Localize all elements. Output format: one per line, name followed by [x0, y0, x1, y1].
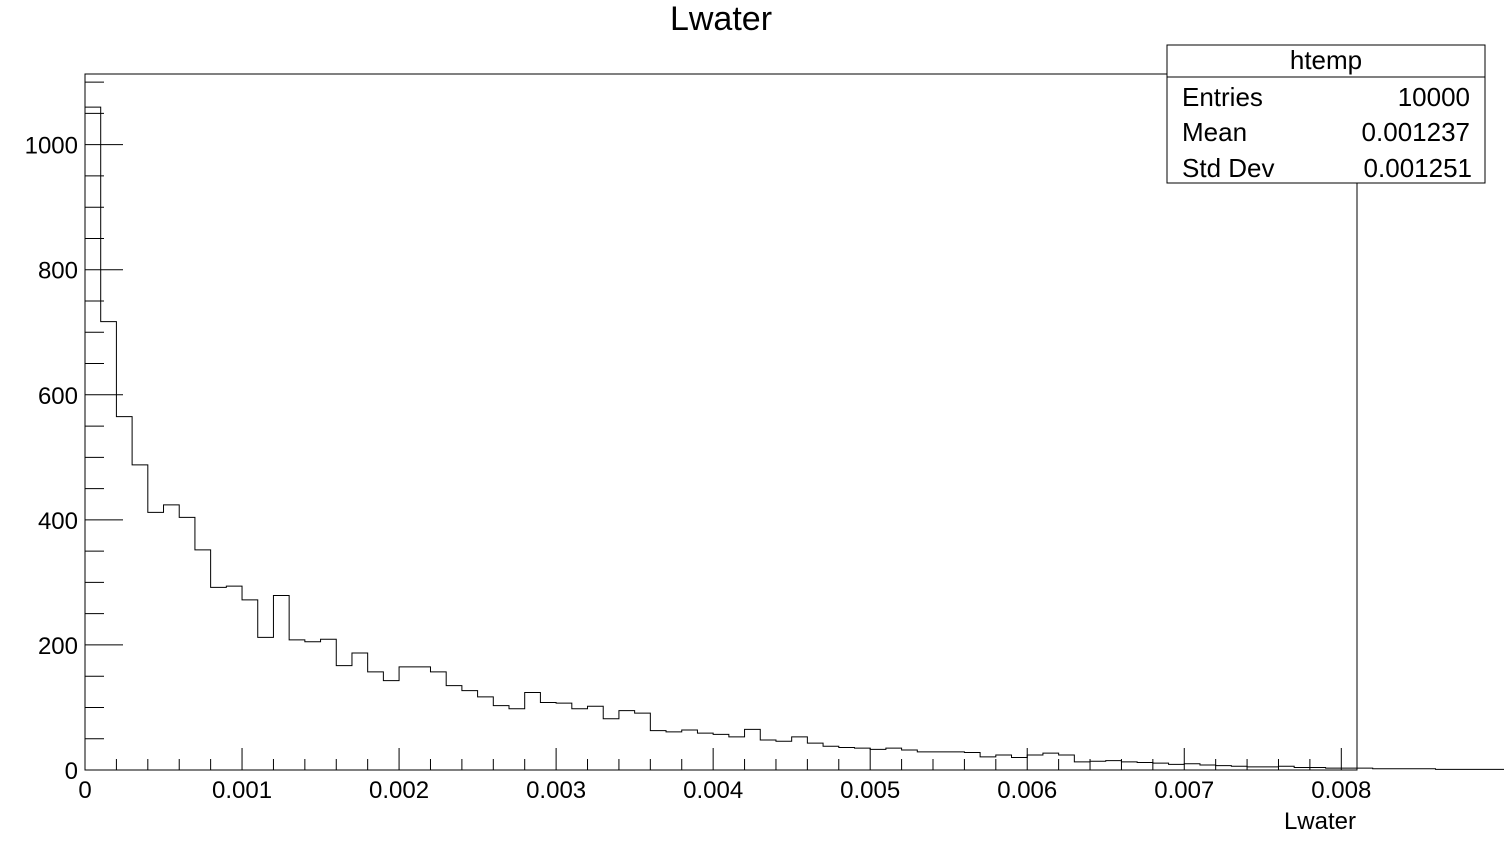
x-tick-label: 0.003	[526, 777, 586, 804]
stats-box-title: htemp	[1290, 45, 1362, 75]
x-tick-label: 0.002	[369, 777, 429, 804]
stats-stddev-value: 0.001251	[1364, 153, 1472, 183]
stats-box-frame	[1166, 44, 1486, 184]
stats-box: htemp Entries 10000 Mean 0.001237 Std De…	[1166, 44, 1486, 184]
y-tick-label: 800	[38, 258, 78, 285]
x-tick-label: 0.007	[1154, 777, 1214, 804]
histogram-series-line	[85, 106, 1504, 770]
x-axis-ticks: 0 0.001 0.002 0.003 0.004 0.005 0.006 0.007 0.00…	[78, 748, 1371, 804]
stats-stddev-label: Std Dev	[1182, 153, 1275, 183]
y-tick-label: 200	[38, 633, 78, 660]
x-tick-label: 0	[78, 777, 91, 804]
stats-entries-label: Entries	[1182, 82, 1263, 112]
plot-frame	[84, 73, 1358, 771]
y-tick-label: 400	[38, 508, 78, 535]
x-tick-label: 0.006	[997, 777, 1057, 804]
x-tick-label: 0.004	[683, 777, 743, 804]
y-tick-label: 1000	[25, 133, 78, 160]
stats-mean-value: 0.001237	[1362, 117, 1470, 147]
stats-entries-value: 10000	[1398, 82, 1470, 112]
y-axis-ticks: 0 200 400 600 800 1000	[25, 81, 123, 785]
x-tick-label: 0.001	[212, 777, 272, 804]
chart-title: Lwater	[670, 0, 772, 38]
y-tick-label: 0	[65, 758, 78, 785]
x-axis-label: Lwater	[1284, 808, 1356, 835]
x-tick-label: 0.008	[1311, 777, 1371, 804]
y-tick-label: 600	[38, 383, 78, 410]
stats-mean-label: Mean	[1182, 117, 1247, 147]
x-tick-label: 0.005	[840, 777, 900, 804]
